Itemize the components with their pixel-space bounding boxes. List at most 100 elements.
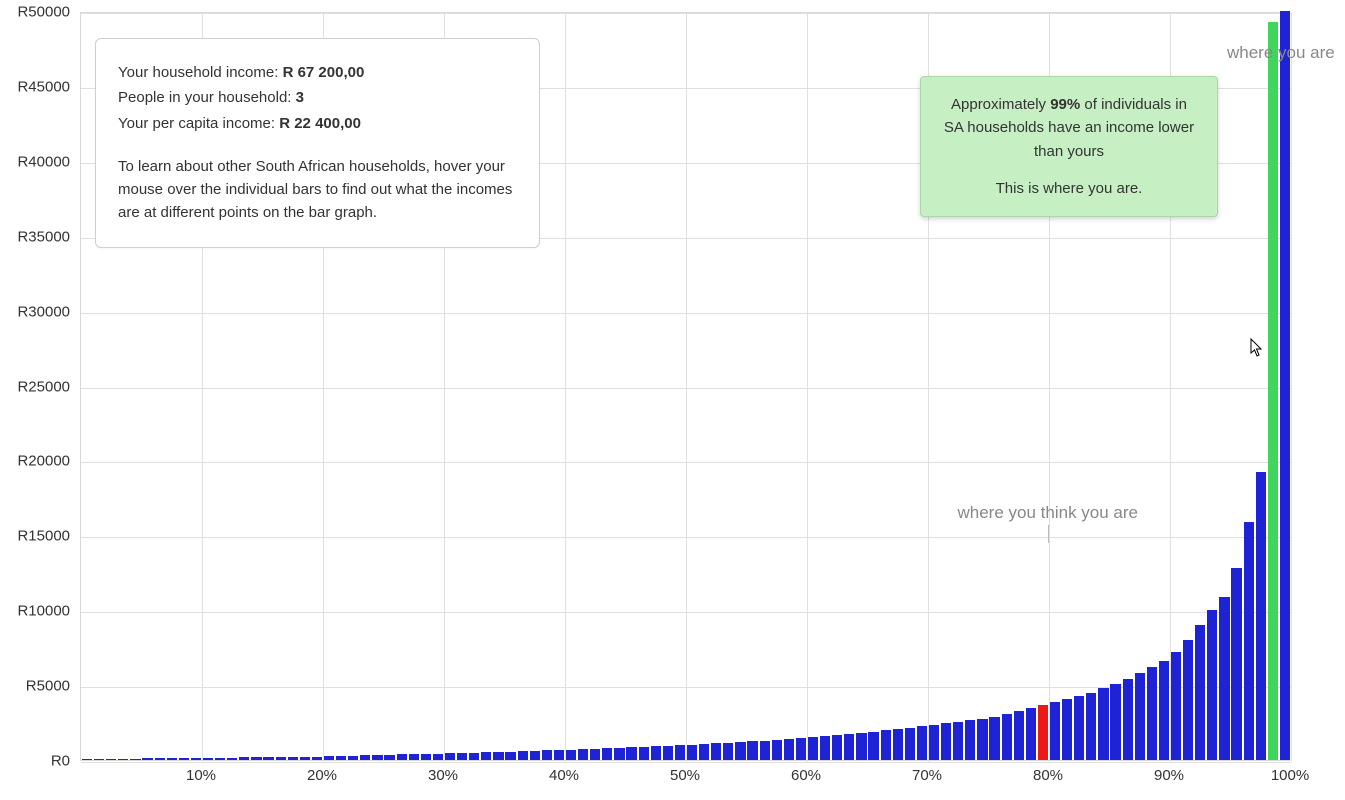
percentile-bar[interactable] [1014,711,1024,760]
percentile-bar[interactable] [917,726,927,760]
percentile-bar[interactable] [142,758,152,760]
percentile-bar[interactable] [239,757,249,760]
percentile-bar[interactable] [469,753,479,760]
percentile-bar[interactable] [1147,667,1157,760]
percentile-bar[interactable] [626,747,636,760]
percentile-bar[interactable] [263,757,273,760]
percentile-bar[interactable] [372,755,382,760]
percentile-bar-think[interactable] [1038,705,1048,760]
percentile-bar[interactable] [1280,11,1290,760]
percentile-bar[interactable] [276,757,286,760]
percentile-bar[interactable] [300,757,310,760]
percentile-bar[interactable] [868,732,878,760]
percentile-bar[interactable] [481,752,491,760]
percentile-bar[interactable] [602,748,612,760]
percentile-bar[interactable] [409,754,419,760]
percentile-bar[interactable] [723,743,733,760]
percentile-bar[interactable] [1207,610,1217,760]
percentile-bar[interactable] [94,759,104,760]
percentile-bar[interactable] [167,758,177,760]
percentile-bar[interactable] [820,736,830,760]
percentile-bar[interactable] [1110,684,1120,760]
percentile-bar[interactable] [554,750,564,760]
percentile-bar[interactable] [832,735,842,760]
percentile-bar[interactable] [965,720,975,760]
percentile-bar[interactable] [929,725,939,760]
percentile-bar[interactable] [856,733,866,760]
percentile-bar[interactable] [530,751,540,760]
percentile-bar[interactable] [663,746,673,760]
percentile-bar[interactable] [1171,652,1181,760]
percentile-bar[interactable] [433,754,443,760]
percentile-bar[interactable] [1135,673,1145,760]
percentile-bar[interactable] [312,757,322,760]
percentile-bar[interactable] [82,759,92,760]
percentile-bar[interactable] [1256,472,1266,760]
percentile-bar[interactable] [179,758,189,760]
percentile-bar[interactable] [881,730,891,760]
percentile-bar[interactable] [1050,702,1060,760]
percentile-bar[interactable] [155,758,165,760]
percentile-bar[interactable] [1074,696,1084,760]
percentile-bar[interactable] [191,758,201,760]
percentile-bar[interactable] [699,744,709,760]
percentile-bar[interactable] [651,746,661,760]
percentile-bar[interactable] [336,756,346,760]
percentile-bar[interactable] [215,758,225,760]
percentile-bar[interactable] [784,739,794,760]
percentile-bar[interactable] [675,745,685,760]
percentile-bar[interactable] [808,737,818,760]
percentile-bar[interactable] [1183,640,1193,760]
percentile-bar[interactable] [203,758,213,760]
percentile-bar[interactable] [639,747,649,760]
percentile-bar[interactable] [893,729,903,760]
percentile-bar[interactable] [1219,597,1229,760]
percentile-bar[interactable] [1086,693,1096,760]
percentile-bar[interactable] [227,758,237,760]
percentile-bar[interactable] [614,748,624,760]
percentile-bar[interactable] [687,745,697,760]
percentile-bar[interactable] [324,756,334,760]
percentile-bar[interactable] [421,754,431,760]
percentile-bar[interactable] [1159,661,1169,760]
percentile-bar[interactable] [118,759,128,760]
percentile-bar[interactable] [566,750,576,760]
percentile-bar[interactable] [953,722,963,760]
percentile-bar[interactable] [130,759,140,760]
percentile-bar[interactable] [348,756,358,760]
percentile-bar[interactable] [445,753,455,760]
percentile-bar[interactable] [542,750,552,760]
percentile-bar[interactable] [1123,679,1133,760]
percentile-bar[interactable] [977,719,987,760]
percentile-bar[interactable] [989,717,999,760]
percentile-bar[interactable] [747,741,757,760]
percentile-bar[interactable] [1062,699,1072,760]
percentile-bar[interactable] [1098,688,1108,760]
percentile-bar[interactable] [457,753,467,760]
percentile-bar[interactable] [288,757,298,760]
percentile-bar[interactable] [941,723,951,760]
percentile-bar-actual[interactable] [1268,22,1278,761]
percentile-bar[interactable] [905,728,915,761]
percentile-bar[interactable] [384,755,394,760]
percentile-bar[interactable] [590,749,600,760]
percentile-bar[interactable] [360,755,370,760]
percentile-bar[interactable] [760,741,770,760]
percentile-bar[interactable] [578,749,588,760]
percentile-bar[interactable] [505,752,515,760]
percentile-bar[interactable] [1231,568,1241,760]
percentile-bar[interactable] [251,757,261,760]
percentile-bar[interactable] [1244,522,1254,760]
percentile-bar[interactable] [735,742,745,760]
percentile-bar[interactable] [1026,708,1036,760]
percentile-bar[interactable] [493,752,503,760]
percentile-bar[interactable] [1002,714,1012,760]
percentile-bar[interactable] [106,759,116,760]
percentile-bar[interactable] [772,740,782,760]
percentile-bar[interactable] [518,751,528,760]
percentile-bar[interactable] [796,738,806,760]
percentile-bar[interactable] [397,754,407,760]
percentile-bar[interactable] [711,743,721,760]
percentile-bar[interactable] [844,734,854,760]
percentile-bar[interactable] [1195,625,1205,760]
